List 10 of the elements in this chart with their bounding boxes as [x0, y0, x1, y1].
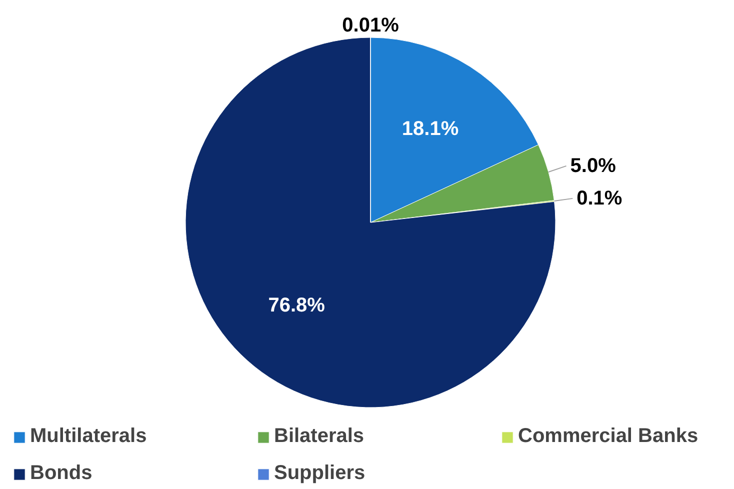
data-label: 0.01%: [342, 14, 400, 36]
legend-label: Bonds: [30, 462, 94, 485]
data-label: 5.0%: [570, 154, 616, 177]
legend-label: Multilaterals: [30, 425, 148, 448]
data-label: 18.1%: [402, 118, 459, 140]
legend-label: Bilaterals: [274, 425, 366, 448]
data-label: 76.8%: [268, 294, 326, 316]
legend-label: Commercial Banks: [518, 425, 700, 448]
data-label: 0.1%: [576, 187, 622, 210]
legend-label: Suppliers: [274, 462, 366, 485]
